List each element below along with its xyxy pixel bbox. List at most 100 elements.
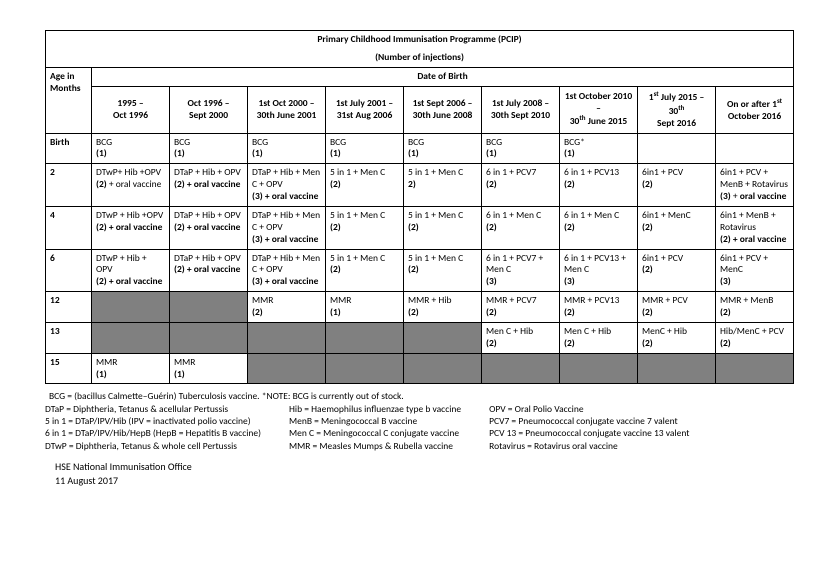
schedule-row: 2DTwP+ Hib +OPV(2) + oral vaccineDTaP + … xyxy=(46,164,794,207)
schedule-cell: 6in1 + MenC(2) xyxy=(638,206,716,249)
footnote-line: 6 in 1 = DTaP/IPV/Hib/HepB (HepB = Hepat… xyxy=(45,427,261,439)
footnote-col-1: DTaP = Diphtheria, Tetanus & acellular P… xyxy=(45,403,261,452)
schedule-cell: 6in1 + PCV + MenB + Rotavirus(3) + oral … xyxy=(716,164,794,207)
schedule-cell: 6 in 1 + PCV13 + Men C(3) xyxy=(560,249,638,292)
schedule-cell: 5 in 1 + Men C(2) xyxy=(326,206,404,249)
schedule-cell: DTaP + Hib + OPV(2) + oral vaccine xyxy=(170,206,248,249)
schedule-cell: BCG(1) xyxy=(404,133,482,164)
schedule-cell xyxy=(560,353,638,384)
footer-meta: HSE National Immunisation Office 11 Augu… xyxy=(45,460,778,487)
schedule-cell xyxy=(638,353,716,384)
schedule-cell xyxy=(326,353,404,384)
schedule-cell xyxy=(482,353,560,384)
schedule-cell xyxy=(404,353,482,384)
schedule-cell: 6 in 1 + PCV7 + Men C(3) xyxy=(482,249,560,292)
footnote-line: MMR = Measles Mumps & Rubella vaccine xyxy=(289,440,461,452)
schedule-cell: 6 in 1 + PCV13(2) xyxy=(560,164,638,207)
schedule-cell xyxy=(170,292,248,323)
schedule-cell: 6in1 + MenB + Rotavirus(2) + oral vaccin… xyxy=(716,206,794,249)
schedule-cell: BCG(1) xyxy=(170,133,248,164)
footnotes: BCG = (bacillus Calmette–Guérin) Tubercu… xyxy=(45,390,778,452)
schedule-cell: 6in1 + PCV + MenC(3) xyxy=(716,249,794,292)
schedule-cell: 5 in 1 + Men C2) xyxy=(404,164,482,207)
footnote-line: MenB = Meningococcal B vaccine xyxy=(289,415,461,427)
schedule-cell: 6 in 1 + Men C(2) xyxy=(560,206,638,249)
age-cell: 2 xyxy=(46,164,92,207)
schedule-cell: 5 in 1 + Men C(2) xyxy=(326,249,404,292)
schedule-cell: MMR(1) xyxy=(92,353,170,384)
schedule-cell: DTaP + Hib + OPV(2) + oral vaccine xyxy=(170,164,248,207)
footnote-top: BCG = (bacillus Calmette–Guérin) Tubercu… xyxy=(45,390,778,402)
schedule-cell: 6 in 1 + PCV7(2) xyxy=(482,164,560,207)
schedule-cell: DTaP + Hib + OPV(2) + oral vaccine xyxy=(170,249,248,292)
schedule-cell: Men C + Hib(2) xyxy=(482,322,560,353)
schedule-cell xyxy=(170,322,248,353)
footer-date: 11 August 2017 xyxy=(55,474,778,488)
schedule-cell xyxy=(248,322,326,353)
footnote-line: Hib = Haemophilus influenzae type b vacc… xyxy=(289,403,461,415)
schedule-cell: MMR(1) xyxy=(326,292,404,323)
schedule-cell: 6in1 + PCV(2) xyxy=(638,249,716,292)
age-header-l2: Months xyxy=(50,82,81,94)
schedule-cell: DTwP + Hib +OPV(2) + oral vaccine xyxy=(92,206,170,249)
schedule-cell xyxy=(716,133,794,164)
schedule-row: 13Men C + Hib(2)Men C + Hib(2)MenC + Hib… xyxy=(46,322,794,353)
schedule-row: 4DTwP + Hib +OPV(2) + oral vaccineDTaP +… xyxy=(46,206,794,249)
schedule-cell: BCG*(1) xyxy=(560,133,638,164)
schedule-cell: DTaP + Hib + Men C + OPV(3) + oral vacci… xyxy=(248,206,326,249)
schedule-cell: BCG(1) xyxy=(92,133,170,164)
cohort-header-2: 1st Oct 2000 –30th June 2001 xyxy=(248,86,326,133)
age-header-l1: Age in xyxy=(50,70,75,82)
title-row-2: (Number of injections) xyxy=(46,49,794,67)
footnote-line: 5 in 1 = DTaP/IPV/Hib (IPV = inactivated… xyxy=(45,415,261,427)
schedule-cell xyxy=(248,353,326,384)
footnote-line: PCV 13 = Pneumococcal conjugate vaccine … xyxy=(489,427,689,439)
schedule-cell: MMR + MenB(2) xyxy=(716,292,794,323)
schedule-cell: DTaP + Hib + Men C + OPV(3) + oral vacci… xyxy=(248,164,326,207)
dob-header-row: Age in Months Date of Birth xyxy=(46,67,794,86)
footnote-line: Rotavirus = Rotavirus oral vaccine xyxy=(489,440,689,452)
footnote-col-2: Hib = Haemophilus influenzae type b vacc… xyxy=(289,403,461,452)
schedule-cell: MMR(1) xyxy=(170,353,248,384)
schedule-cell xyxy=(92,292,170,323)
schedule-cell: BCG(1) xyxy=(326,133,404,164)
cohort-header-6: 1st October 2010 –30th June 2015 xyxy=(560,86,638,133)
footnote-col-3: OPV = Oral Polio VaccinePCV7 = Pneumococ… xyxy=(489,403,689,452)
title-line-1: Primary Childhood Immunisation Programme… xyxy=(317,33,521,45)
title-row: Primary Childhood Immunisation Programme… xyxy=(46,31,794,49)
schedule-cell: MMR + Hib(2) xyxy=(404,292,482,323)
schedule-row: 12MMR(2)MMR(1)MMR + Hib(2)MMR + PCV7(2)M… xyxy=(46,292,794,323)
schedule-cell xyxy=(404,322,482,353)
age-cell: 12 xyxy=(46,292,92,323)
schedule-cell xyxy=(326,322,404,353)
schedule-cell: MMR(2) xyxy=(248,292,326,323)
footer-office: HSE National Immunisation Office xyxy=(55,460,778,474)
schedule-row: BirthBCG(1)BCG(1)BCG(1)BCG(1)BCG(1)BCG(1… xyxy=(46,133,794,164)
schedule-cell: BCG(1) xyxy=(482,133,560,164)
cohort-header-7: 1st July 2015 – 30thSept 2016 xyxy=(638,86,716,133)
dob-label: Date of Birth xyxy=(92,67,794,86)
cohort-header-4: 1st Sept 2006 –30th June 2008 xyxy=(404,86,482,133)
schedule-cell: MMR + PCV13(2) xyxy=(560,292,638,323)
cohort-header-row: 1995 –Oct 1996Oct 1996 –Sept 20001st Oct… xyxy=(46,86,794,133)
schedule-cell: 5 in 1 + Men C(2) xyxy=(404,206,482,249)
footnote-line: Men C = Meningococcal C conjugate vaccin… xyxy=(289,427,461,439)
schedule-row: 15MMR(1)MMR(1) xyxy=(46,353,794,384)
schedule-cell: BCG(1) xyxy=(248,133,326,164)
cohort-header-1: Oct 1996 –Sept 2000 xyxy=(170,86,248,133)
schedule-cell: DTwP + Hib + OPV(2) + oral vaccine xyxy=(92,249,170,292)
schedule-cell: MenC + Hib(2) xyxy=(638,322,716,353)
schedule-body: BirthBCG(1)BCG(1)BCG(1)BCG(1)BCG(1)BCG(1… xyxy=(46,133,794,384)
footnote-line: DTwP = Diphtheria, Tetanus & whole cell … xyxy=(45,440,261,452)
age-cell: 4 xyxy=(46,206,92,249)
schedule-cell: MMR + PCV(2) xyxy=(638,292,716,323)
schedule-cell: 5 in 1 + Men C(2) xyxy=(404,249,482,292)
schedule-cell: 6in1 + PCV(2) xyxy=(638,164,716,207)
schedule-cell: 6 in 1 + Men C(2) xyxy=(482,206,560,249)
footnote-line: DTaP = Diphtheria, Tetanus & acellular P… xyxy=(45,403,261,415)
cohort-header-3: 1st July 2001 –31st Aug 2006 xyxy=(326,86,404,133)
schedule-cell: Hib/MenC + PCV(2) xyxy=(716,322,794,353)
cohort-header-8: On or after 1stOctober 2016 xyxy=(716,86,794,133)
footnote-line: OPV = Oral Polio Vaccine xyxy=(489,403,689,415)
immunisation-schedule-table: Primary Childhood Immunisation Programme… xyxy=(45,30,794,384)
